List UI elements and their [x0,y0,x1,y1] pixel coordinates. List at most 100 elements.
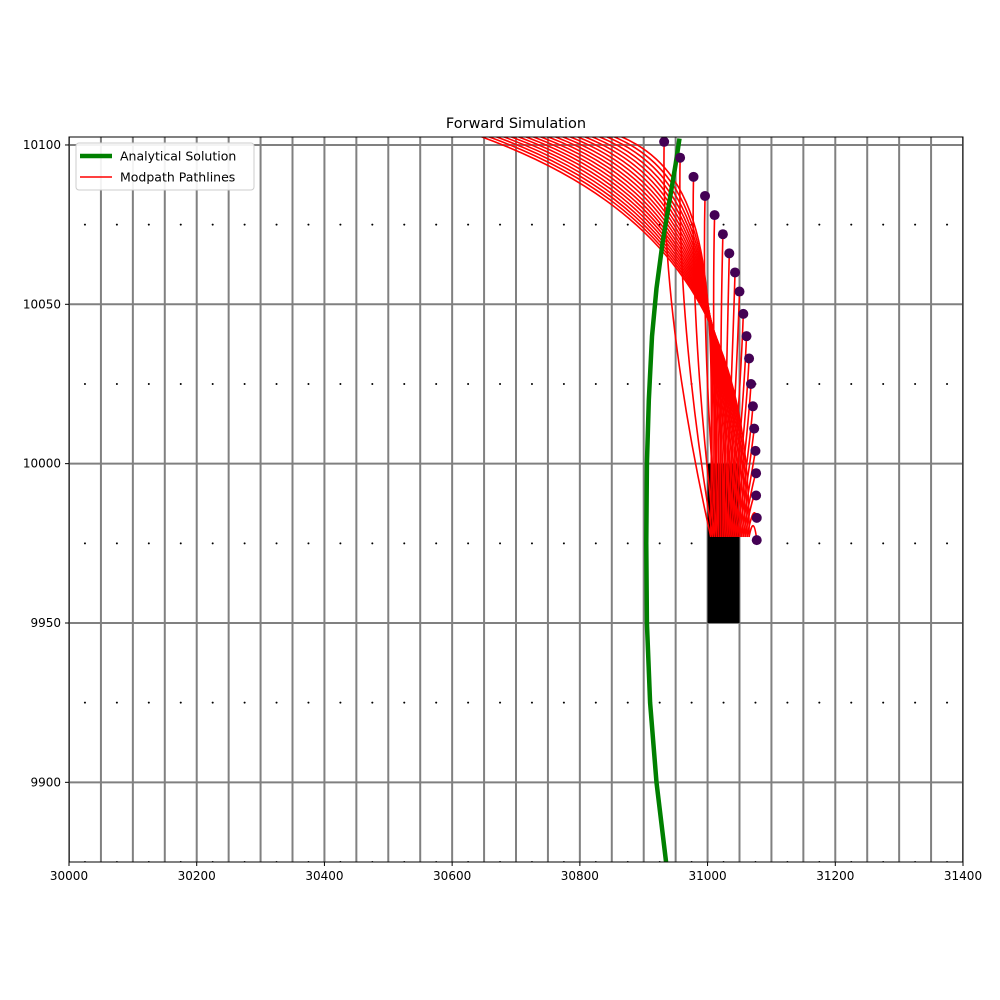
cell-center-marker [435,382,438,385]
modpath-pathline [663,141,712,538]
pathline-endpoint [724,248,735,259]
pathline-endpoint [659,137,670,147]
pathline-endpoints [659,137,762,546]
cell-center-marker [914,382,917,385]
cell-center-marker [147,223,150,226]
cell-center-marker [626,223,629,226]
pathline-endpoint [688,171,699,182]
modpath-pathline [501,137,744,537]
cell-center-marker [626,542,629,545]
cell-center-marker [818,542,821,545]
cell-center-marker [786,701,789,704]
cell-center-marker [403,701,406,704]
legend-label: Analytical Solution [120,149,236,164]
x-tick-label: 31400 [944,869,982,883]
cell-center-marker [499,701,502,704]
cell-center-marker [83,542,86,545]
modpath-pathline [575,137,724,537]
legend: Analytical Solution Modpath Pathlines [75,142,255,191]
pathline-endpoint [747,401,758,412]
modpath-pathline [612,137,714,537]
modpath-pathline [726,291,741,537]
cell-center-marker [914,701,917,704]
cell-center-marker [307,542,310,545]
cell-center-marker [115,382,118,385]
cell-center-marker [882,542,885,545]
cell-center-marker [467,542,470,545]
cell-center-marker [339,701,342,704]
y-tick-label: 10100 [23,138,61,152]
cell-center-marker [371,382,374,385]
cell-center-marker [882,701,885,704]
plot-frame [68,136,964,863]
cell-center-marker [562,223,565,226]
cell-center-marker [914,542,917,545]
cell-center-marker [850,382,853,385]
y-tick-label: 10000 [23,457,61,471]
cell-center-marker [275,701,278,704]
cell-center-marker [211,701,214,704]
modpath-pathline [719,234,724,537]
x-tick-label: 30800 [561,869,599,883]
cell-center-marker [786,542,789,545]
cell-center-marker [850,701,853,704]
modpath-pathline [732,358,750,538]
cell-center-marker [530,382,533,385]
y-axis: 9900 9950 10000 10050 10100 [23,138,69,789]
pathline-endpoint [751,512,762,523]
cell-center-marker [435,701,438,704]
modpath-pathline [479,137,750,537]
cell-center-marker [882,382,885,385]
cell-center-marker [530,701,533,704]
modpath-pathline [487,137,748,537]
modpath-pathline [538,137,734,537]
cell-center-marker [818,382,821,385]
cell-center-marker [658,542,661,545]
cell-center-marker [786,382,789,385]
cell-center-marker [179,542,182,545]
legend-label: Modpath Pathlines [120,170,235,185]
cell-center-marker [562,542,565,545]
cell-center-marker [179,223,182,226]
cell-center-marker [83,223,86,226]
cell-center-marker [594,382,597,385]
cell-center-marker [658,701,661,704]
modpath-pathline [568,137,726,537]
cell-center-marker [594,542,597,545]
x-axis: 30000 30200 30400 30600 30800 31000 31200 31400 [50,862,982,883]
cell-center-marker [83,382,86,385]
pathline-endpoint [734,286,745,297]
pathline-endpoint [751,535,762,546]
cell-center-marker [243,542,246,545]
y-tick-label: 9900 [30,775,61,789]
cell-center-marker [307,701,310,704]
cell-center-marker [403,542,406,545]
cell-center-marker [499,542,502,545]
cell-center-marker [243,382,246,385]
pathline-endpoint [749,423,760,434]
y-tick-label: 10050 [23,297,61,311]
cell-center-marker [275,542,278,545]
analytical-solution-curve [644,138,682,862]
cell-center-marker [435,542,438,545]
cell-center-marker [243,701,246,704]
cell-center-marker [403,382,406,385]
pathline-endpoint [745,378,756,389]
x-tick-label: 30200 [178,869,216,883]
x-tick-label: 31000 [688,869,726,883]
cell-center-marker [722,223,725,226]
cell-center-marker [562,701,565,704]
modpath-pathline [722,253,731,537]
cell-center-marker [850,542,853,545]
cell-center-marker [403,223,406,226]
cell-center-marker [147,382,150,385]
pathline-endpoint [751,490,762,501]
modpath-pathline [724,272,736,537]
cell-center-marker [179,701,182,704]
cell-center-marker [467,382,470,385]
cell-center-marker [211,382,214,385]
cell-center-marker [371,542,374,545]
cell-center-marker [818,701,821,704]
cell-center-marker [467,701,470,704]
